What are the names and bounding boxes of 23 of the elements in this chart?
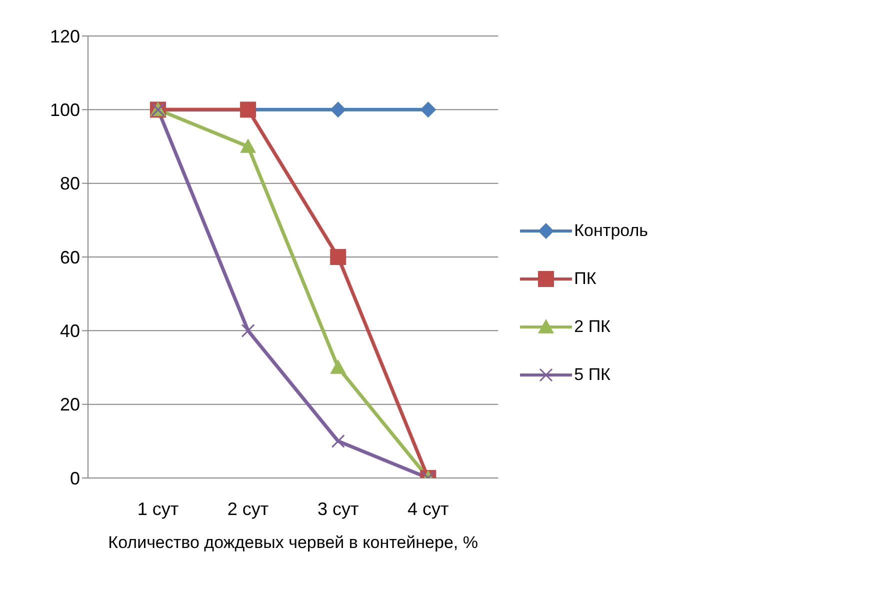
point bbox=[330, 360, 346, 374]
y-tick-label: 80 bbox=[60, 174, 80, 194]
y-tick-label: 0 bbox=[70, 468, 80, 488]
point bbox=[240, 138, 256, 153]
y-tick-label: 60 bbox=[60, 247, 80, 268]
y-tick-label: 40 bbox=[60, 321, 80, 342]
point bbox=[420, 102, 436, 118]
y-tick-label: 120 bbox=[50, 26, 80, 46]
legend-label: 5 ПК bbox=[574, 365, 610, 385]
y-tick-label: 100 bbox=[50, 100, 80, 120]
y-tick-label: 20 bbox=[60, 394, 80, 415]
point bbox=[330, 102, 346, 118]
legend-label: Контроль bbox=[574, 221, 648, 241]
point bbox=[330, 249, 346, 265]
x-tick-label: 3 сут bbox=[317, 498, 359, 519]
x-tick-label: 1 сут bbox=[137, 498, 179, 519]
point bbox=[241, 324, 255, 338]
x-tick-label: 4 сут bbox=[408, 498, 449, 519]
point bbox=[331, 434, 345, 448]
x-tick-label: 2 сут bbox=[227, 498, 269, 519]
x-axis-title: Количество дождевых червей в контейнере, % bbox=[108, 533, 478, 552]
legend-label: 2 ПК bbox=[574, 317, 610, 337]
legend-label: ПК bbox=[574, 269, 596, 289]
